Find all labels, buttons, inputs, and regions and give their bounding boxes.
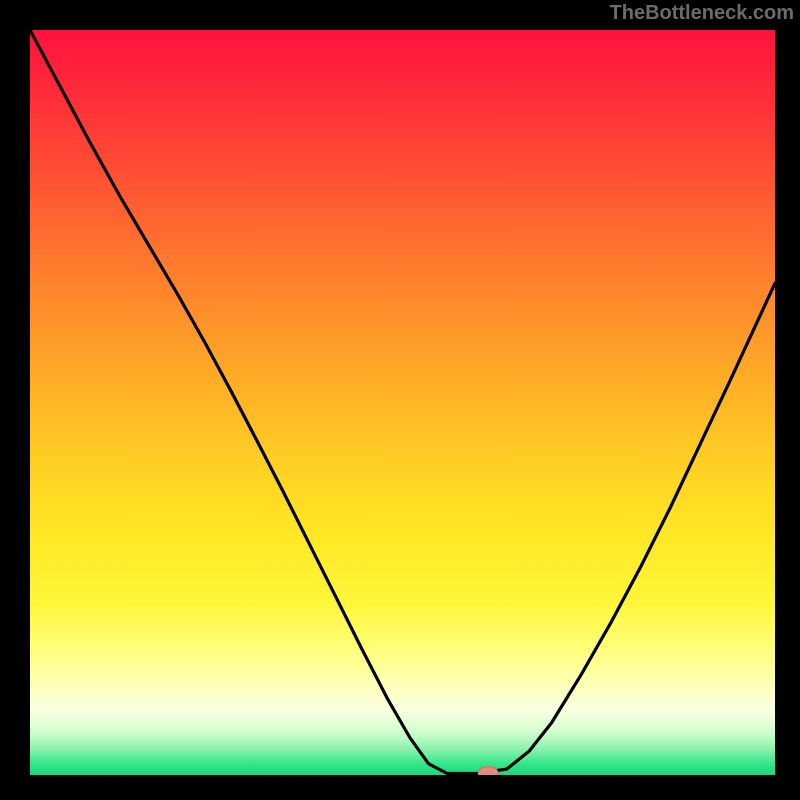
- chart-frame: TheBottleneck.com: [0, 0, 800, 800]
- gradient-background: [30, 30, 775, 775]
- watermark-text: TheBottleneck.com: [610, 2, 794, 25]
- plot-area: [30, 30, 775, 775]
